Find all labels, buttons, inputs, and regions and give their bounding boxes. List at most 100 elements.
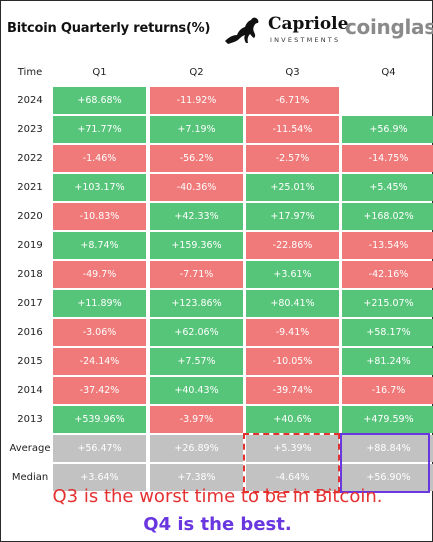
table-cell: +3.61% bbox=[246, 261, 339, 288]
table-row: 2017 +11.89% +123.86% +80.41% +215.07% bbox=[7, 290, 433, 317]
table-cell: -24.14% bbox=[53, 348, 146, 375]
row-label: 2015 bbox=[17, 356, 43, 367]
table-cell: +62.06% bbox=[150, 319, 243, 346]
table-row: 2022 -1.46% -56.2% -2.57% -14.75% bbox=[7, 145, 433, 172]
table-cell: -10.05% bbox=[246, 348, 339, 375]
table-cell: -11.54% bbox=[246, 116, 339, 143]
table-cell: -56.2% bbox=[150, 145, 243, 172]
table-cell: +88.84% bbox=[342, 435, 433, 462]
table-cell: +26.89% bbox=[150, 435, 243, 462]
table-cell: +539.96% bbox=[53, 406, 146, 433]
q3-highlight-box bbox=[243, 433, 340, 493]
table-cell: +11.89% bbox=[53, 290, 146, 317]
table-cell: -4.64% bbox=[246, 464, 339, 491]
table-cell: +5.45% bbox=[342, 174, 433, 201]
row-label: 2014 bbox=[17, 385, 43, 396]
table-cell: +7.19% bbox=[150, 116, 243, 143]
table-cell: -3.06% bbox=[53, 319, 146, 346]
chart-title: Bitcoin Quarterly returns(%) bbox=[7, 21, 211, 36]
horse-logo-icon bbox=[225, 17, 259, 44]
table-cell: +56.47% bbox=[53, 435, 146, 462]
table-row: 2016 -3.06% +62.06% -9.41% +58.17% bbox=[7, 319, 433, 346]
row-label: 2021 bbox=[17, 182, 43, 193]
row-label: 2016 bbox=[17, 327, 43, 338]
table-cell: -39.74% bbox=[246, 377, 339, 404]
table-row: Average +56.47% +26.89% +5.39% +88.84% bbox=[7, 435, 433, 462]
table-cell: +479.59% bbox=[342, 406, 433, 433]
table-cell: +8.74% bbox=[53, 232, 146, 259]
table-cell: -7.71% bbox=[150, 261, 243, 288]
table-cell: +3.64% bbox=[53, 464, 146, 491]
table-cell: +80.41% bbox=[246, 290, 339, 317]
table-row: 2023 +71.77% +7.19% -11.54% +56.9% bbox=[7, 116, 433, 143]
table-cell: +103.17% bbox=[53, 174, 146, 201]
row-label: 2022 bbox=[17, 153, 43, 164]
table-cell: +56.9% bbox=[342, 116, 433, 143]
table-cell: -16.7% bbox=[342, 377, 433, 404]
table-cell: +7.57% bbox=[150, 348, 243, 375]
table-cell: +68.68% bbox=[53, 87, 146, 114]
row-label: 2018 bbox=[17, 269, 43, 280]
table-cell: +56.90% bbox=[342, 464, 433, 491]
table-cell: -14.75% bbox=[342, 145, 433, 172]
table-cell: -49.7% bbox=[53, 261, 146, 288]
table-cell: +215.07% bbox=[342, 290, 433, 317]
table-cell: +58.17% bbox=[342, 319, 433, 346]
table-cell: -11.92% bbox=[150, 87, 243, 114]
table-cell: +5.39% bbox=[246, 435, 339, 462]
table-cell: -22.86% bbox=[246, 232, 339, 259]
table-cell: +71.77% bbox=[53, 116, 146, 143]
column-header: Time bbox=[17, 67, 43, 78]
table-row: 2024 +68.68% -11.92% -6.71% bbox=[7, 87, 433, 114]
table-cell: +7.38% bbox=[150, 464, 243, 491]
table-row: 2018 -49.7% -7.71% +3.61% -42.16% bbox=[7, 261, 433, 288]
row-label: 2023 bbox=[17, 124, 43, 135]
table-row: Median +3.64% +7.38% -4.64% +56.90% bbox=[7, 464, 433, 491]
row-label: 2013 bbox=[17, 414, 43, 425]
table-row: 2019 +8.74% +159.36% -22.86% -13.54% bbox=[7, 232, 433, 259]
table-cell bbox=[342, 87, 433, 114]
q4-highlight-box bbox=[340, 433, 430, 493]
table-header-row: Time Q1 Q2 Q3 Q4 bbox=[7, 59, 433, 86]
table-cell: -1.46% bbox=[53, 145, 146, 172]
table-cell: -6.71% bbox=[246, 87, 339, 114]
table-cell: -42.16% bbox=[342, 261, 433, 288]
table-cell: -3.97% bbox=[150, 406, 243, 433]
row-label: 2024 bbox=[17, 95, 43, 106]
table-cell: -13.54% bbox=[342, 232, 433, 259]
table-cell: +42.33% bbox=[150, 203, 243, 230]
table-row: 2021 +103.17% -40.36% +25.01% +5.45% bbox=[7, 174, 433, 201]
table-row: 2015 -24.14% +7.57% -10.05% +81.24% bbox=[7, 348, 433, 375]
column-header: Q4 bbox=[381, 67, 396, 78]
table-row: 2014 -37.42% +40.43% -39.74% -16.7% bbox=[7, 377, 433, 404]
table-cell: +81.24% bbox=[342, 348, 433, 375]
table-cell: +25.01% bbox=[246, 174, 339, 201]
table-cell: +168.02% bbox=[342, 203, 433, 230]
table-row: 2020 -10.83% +42.33% +17.97% +168.02% bbox=[7, 203, 433, 230]
table-cell: -40.36% bbox=[150, 174, 243, 201]
row-label: Average bbox=[9, 443, 51, 454]
table-cell: -37.42% bbox=[53, 377, 146, 404]
note-q4: Q4 is the best. bbox=[143, 514, 292, 535]
row-label: 2020 bbox=[17, 211, 43, 222]
note-q3: Q3 is the worst time to be in Bitcoin. bbox=[52, 486, 383, 507]
table-cell: +17.97% bbox=[246, 203, 339, 230]
row-label: Median bbox=[11, 472, 49, 483]
investments-logo-text: INVESTMENTS bbox=[270, 36, 341, 44]
column-header: Q3 bbox=[285, 67, 300, 78]
table-cell: -9.41% bbox=[246, 319, 339, 346]
row-label: 2017 bbox=[17, 298, 43, 309]
row-label: 2019 bbox=[17, 240, 43, 251]
coinglass-logo-text: coinglass bbox=[345, 15, 433, 39]
table-cell: -10.83% bbox=[53, 203, 146, 230]
table-cell: +123.86% bbox=[150, 290, 243, 317]
table-row: 2013 +539.96% -3.97% +40.6% +479.59% bbox=[7, 406, 433, 433]
table-cell: +40.6% bbox=[246, 406, 339, 433]
table-cell: +40.43% bbox=[150, 377, 243, 404]
column-header: Q2 bbox=[189, 67, 204, 78]
table-cell: +159.36% bbox=[150, 232, 243, 259]
table-cell: -2.57% bbox=[246, 145, 339, 172]
header: Bitcoin Quarterly returns(%) Capriole IN… bbox=[1, 1, 433, 59]
capriole-logo-text: Capriole bbox=[268, 14, 349, 34]
